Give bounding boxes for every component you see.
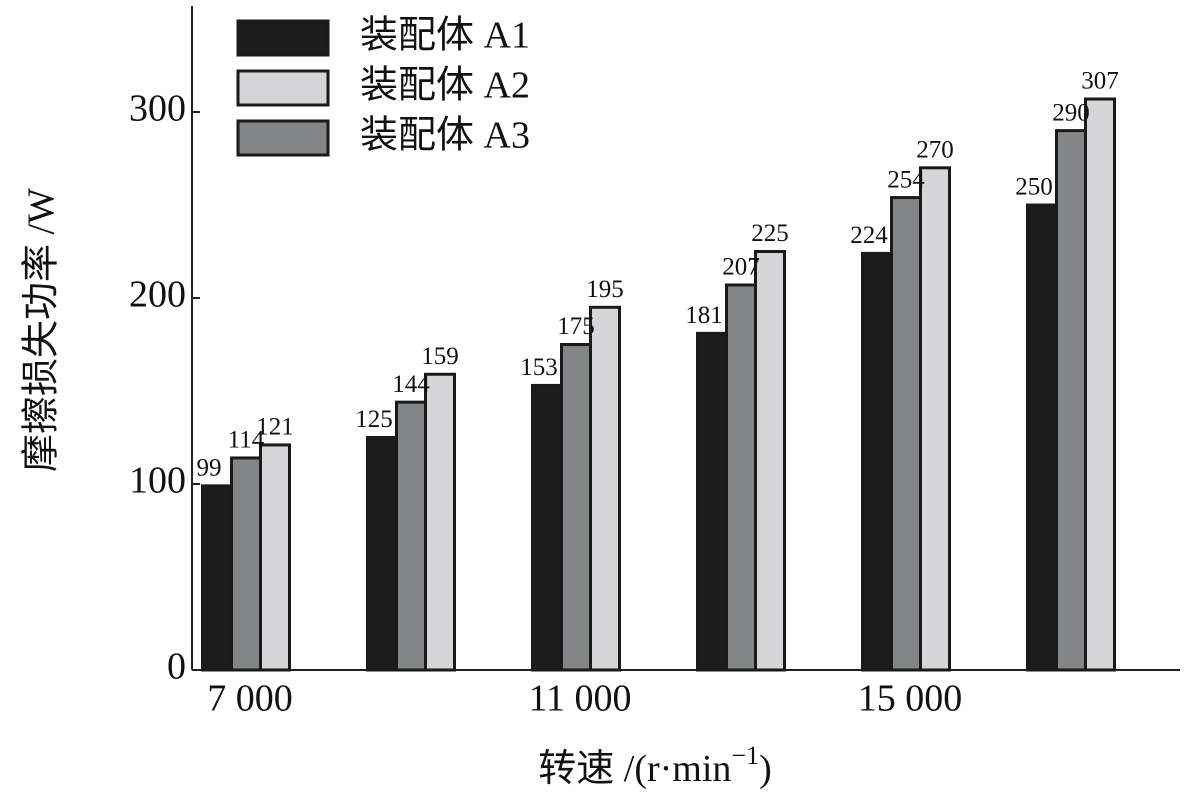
bar	[424, 372, 456, 672]
legend-swatch	[236, 119, 330, 157]
value-label: 125	[355, 406, 393, 433]
value-label: 207	[722, 254, 760, 281]
legend-swatch	[236, 19, 330, 57]
y-tick-label: 300	[129, 88, 186, 130]
x-tick-label: 15 000	[858, 678, 963, 720]
value-label: 290	[1052, 99, 1090, 126]
bar	[1055, 129, 1087, 672]
bar	[201, 484, 233, 672]
x-label-exponent: −1	[731, 741, 759, 770]
value-label: 121	[256, 414, 294, 441]
value-label: 225	[751, 220, 789, 247]
x-label-main: 转速 /(r·min	[538, 748, 731, 790]
bar	[589, 305, 621, 672]
bar	[890, 196, 922, 672]
x-axis-label: 转速 /(r·min−1)	[538, 741, 771, 790]
value-label: 114	[228, 427, 265, 454]
y-tick-label: 0	[167, 646, 186, 688]
bar	[395, 400, 427, 672]
x-tick-label: 11 000	[528, 678, 631, 720]
value-label: 159	[421, 343, 459, 370]
bar	[919, 166, 951, 672]
bar	[230, 456, 262, 672]
bar	[1084, 97, 1116, 672]
x-label-suffix: )	[759, 748, 772, 790]
value-label: 270	[916, 137, 954, 164]
value-label: 195	[586, 276, 624, 303]
value-label: 254	[887, 166, 925, 193]
value-label: 224	[850, 222, 888, 249]
bar	[531, 383, 563, 672]
y-tick-label: 200	[129, 274, 186, 316]
bar	[754, 250, 786, 672]
value-label: 250	[1015, 174, 1053, 201]
legend-label: 装配体 A1	[360, 15, 530, 57]
y-tick-label: 100	[129, 460, 186, 502]
value-label: 153	[520, 354, 558, 381]
bar	[696, 331, 728, 672]
bar	[861, 251, 893, 672]
bar	[560, 343, 592, 672]
bar	[1026, 203, 1058, 672]
legend-swatch	[236, 69, 330, 107]
value-label: 99	[197, 455, 222, 482]
legend-label: 装配体 A2	[360, 65, 530, 107]
bar	[366, 436, 398, 672]
bar	[259, 443, 291, 672]
legend-label: 装配体 A3	[360, 115, 530, 157]
value-label: 144	[392, 371, 430, 398]
y-axis-label: 摩擦损失功率 /W	[21, 188, 63, 472]
value-label: 307	[1081, 68, 1119, 95]
bar	[725, 283, 757, 672]
value-label: 175	[557, 313, 595, 340]
x-tick-label: 7 000	[207, 678, 293, 720]
value-label: 181	[685, 302, 723, 329]
